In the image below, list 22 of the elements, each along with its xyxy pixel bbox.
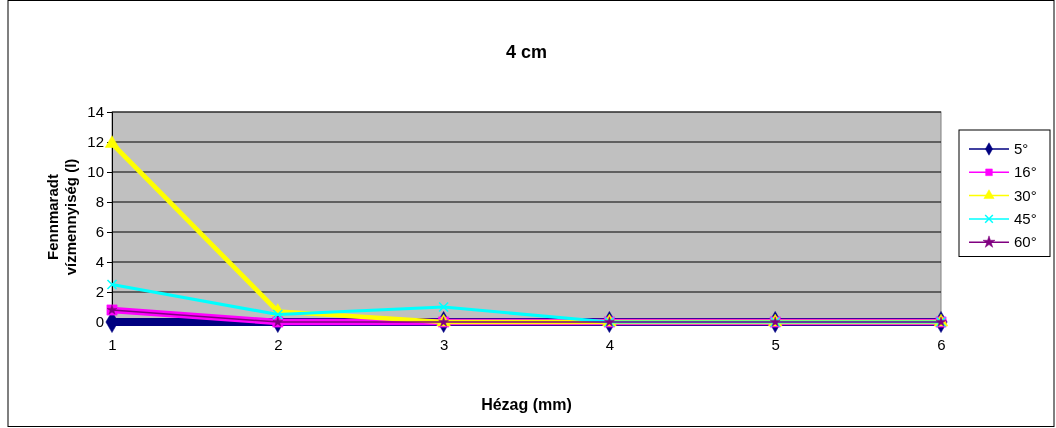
x-tick-label: 4 (605, 335, 615, 353)
legend-label: 16° (1014, 163, 1037, 181)
legend-label: 30° (1014, 186, 1037, 204)
y-tick-label: 10 (87, 163, 104, 181)
x-tick-label: 2 (274, 335, 283, 353)
legend-label: 45° (1014, 209, 1037, 227)
y-axis-title: Fennmaradt vízmennyiség (l) (44, 158, 79, 276)
chart-title: 4 cm (505, 42, 548, 62)
y-tick-label: 14 (87, 103, 104, 121)
y-tick-label: 8 (95, 193, 104, 211)
y-tick-label: 12 (87, 133, 104, 151)
x-tick-label: 1 (108, 335, 117, 353)
x-tick-label: 3 (439, 335, 449, 353)
x-tick-label: 6 (937, 335, 946, 353)
y-tick-label: 2 (95, 283, 104, 301)
x-tick-label: 5 (771, 335, 780, 353)
y-tick-label: 0 (95, 313, 104, 331)
y-tick-label: 6 (95, 223, 104, 241)
legend-label: 60° (1014, 233, 1037, 251)
y-tick-label: 4 (95, 253, 104, 271)
legend-label: 5° (1014, 140, 1029, 157)
x-axis-title: Hézag (mm) (481, 396, 572, 413)
